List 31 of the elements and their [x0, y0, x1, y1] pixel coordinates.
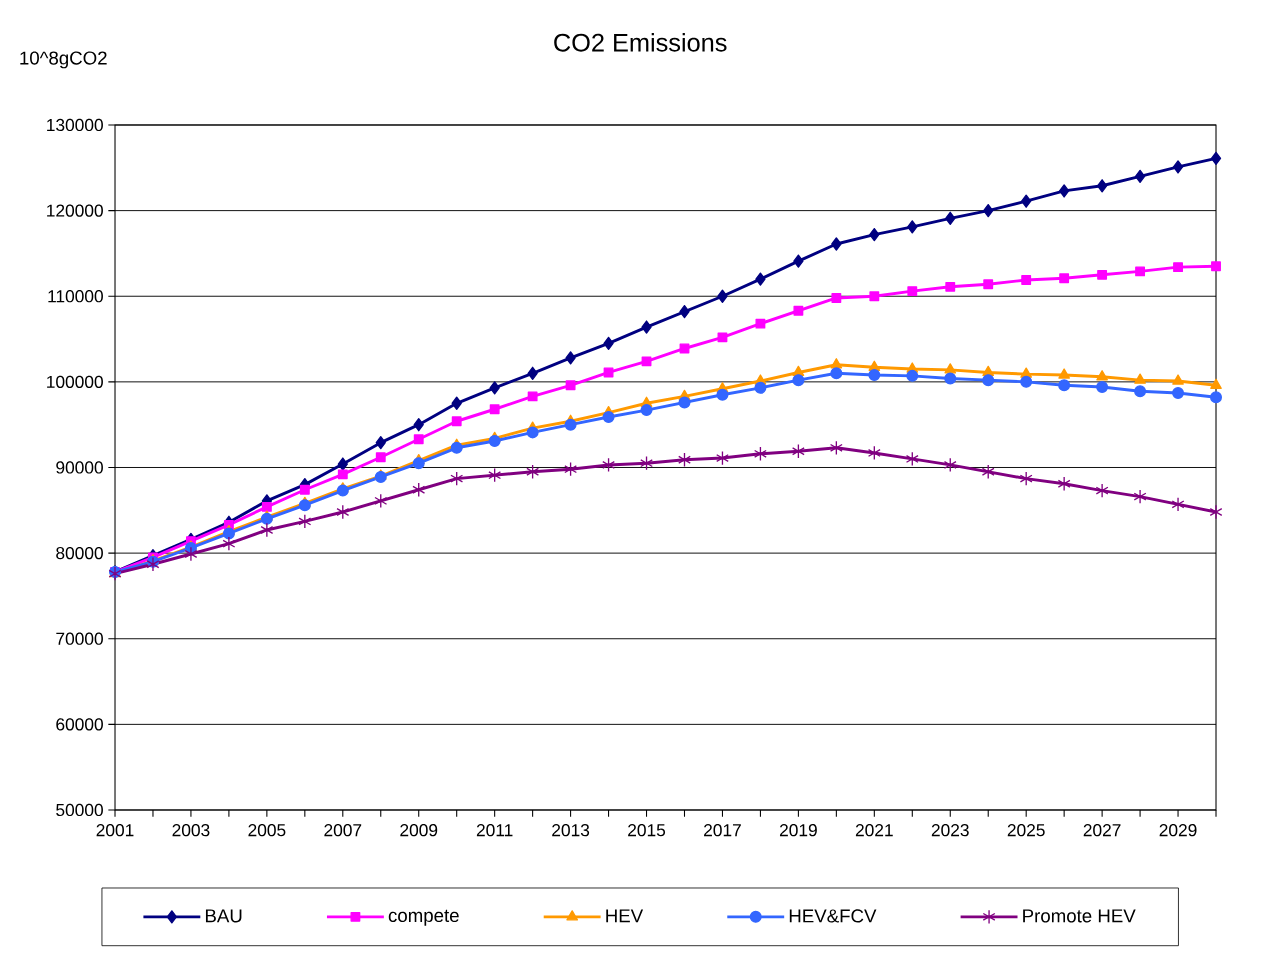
legend-label: HEV	[606, 909, 644, 923]
x-tick-label: 2021	[855, 824, 893, 837]
x-tick-label: 2005	[248, 824, 286, 837]
x-tick-label: 2023	[931, 824, 969, 837]
x-tick-label: 2003	[172, 824, 210, 837]
x-tick-label: 2009	[400, 824, 438, 837]
x-tick-label: 2019	[779, 824, 817, 837]
legend-label: HEV&FCV	[789, 909, 877, 923]
y-tick-label: 60000	[56, 718, 103, 731]
x-tick-label: 2011	[476, 824, 513, 837]
x-tick-label: 2013	[552, 824, 590, 837]
chart-title: CO2 Emissions	[554, 33, 727, 52]
x-tick-label: 2001	[96, 824, 134, 837]
y-tick-label: 100000	[47, 375, 103, 388]
y-tick-label: 110000	[48, 290, 103, 303]
x-tick-label: 2025	[1007, 824, 1045, 837]
x-tick-label: 2015	[628, 824, 666, 837]
y-tick-label: 130000	[47, 118, 103, 132]
y-tick-label: 70000	[56, 632, 103, 645]
y-tick-label: 80000	[56, 546, 103, 560]
y-axis-title: 10^8gCO2	[20, 51, 107, 69]
legend-label: Promote HEV	[1023, 909, 1136, 923]
legend-label: BAU	[205, 909, 242, 923]
y-tick-label: 50000	[56, 803, 103, 817]
y-tick-label: 90000	[56, 461, 103, 474]
x-tick-label: 2027	[1083, 824, 1121, 837]
y-tick-label: 120000	[47, 204, 103, 217]
legend-label: compete	[388, 909, 459, 926]
x-tick-label: 2017	[704, 824, 741, 837]
x-tick-label: 2029	[1159, 824, 1197, 837]
x-tick-label: 2007	[324, 824, 362, 837]
